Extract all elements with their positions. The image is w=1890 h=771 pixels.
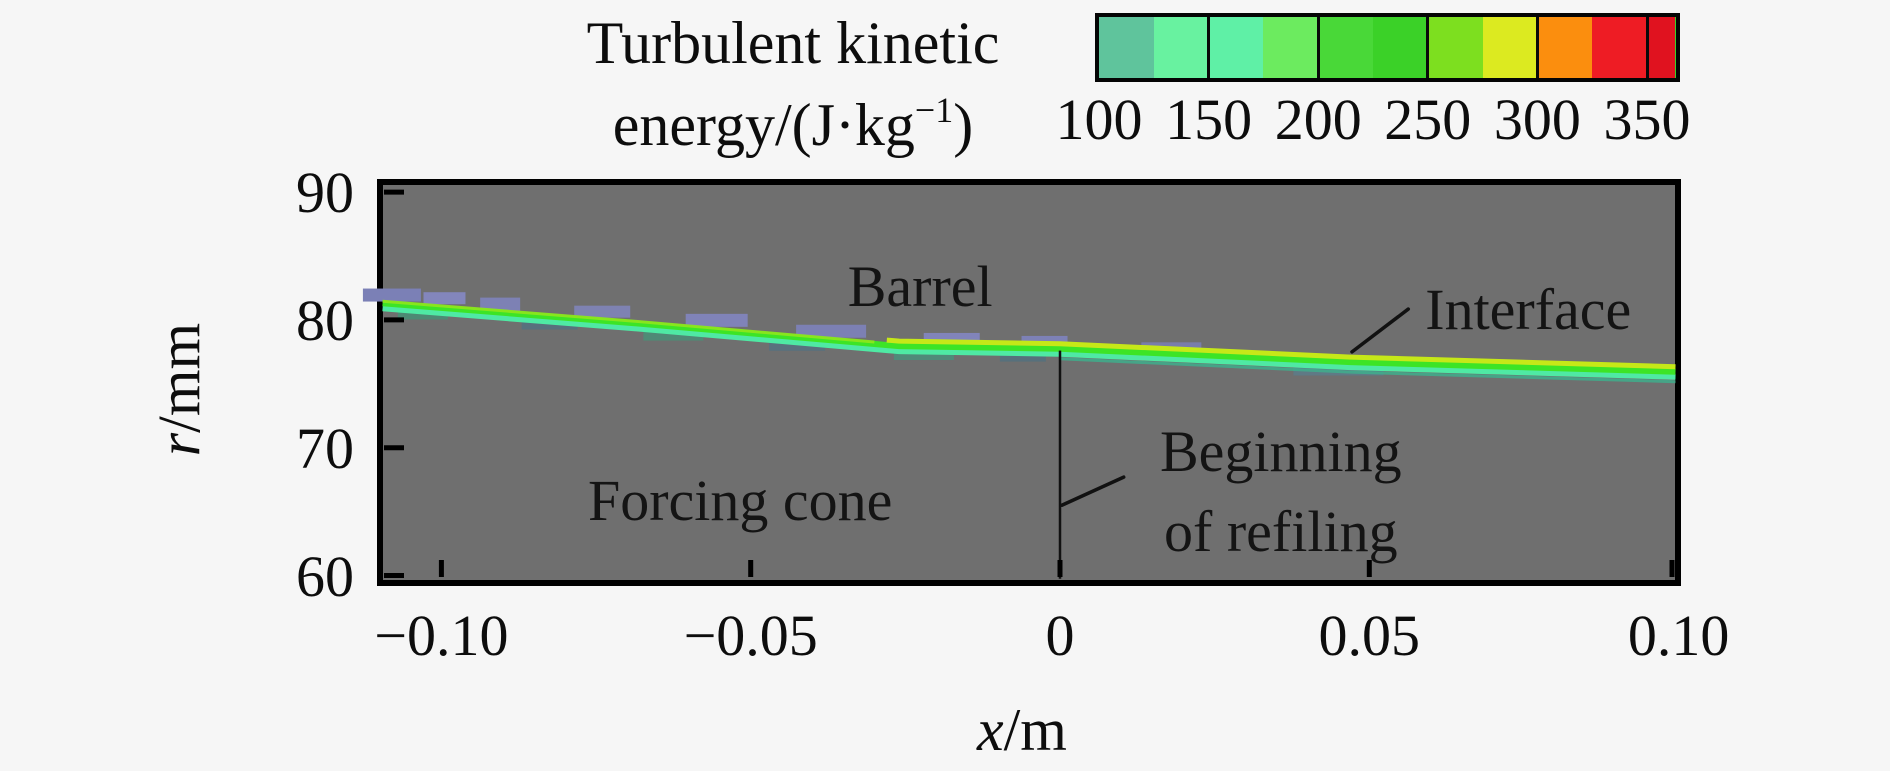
annotation-interface: Interface — [1425, 270, 1631, 350]
colorbar-tick-label: 100 — [1055, 87, 1143, 152]
x-tick-label: 0.10 — [1627, 603, 1730, 668]
annotation-barrel: Barrel — [848, 247, 993, 327]
y-tick-label: 90 — [296, 160, 354, 226]
colorbar-tick-label: 150 — [1165, 87, 1253, 152]
colorbar-title-line2: energy/(J·kg−1) — [612, 90, 974, 158]
colorbar-divider — [1207, 17, 1211, 78]
colorbar-cell — [1373, 17, 1428, 78]
annotation-line: Interface — [1425, 276, 1632, 342]
colorbar-cell — [1482, 17, 1538, 78]
x-tick-label: −0.05 — [683, 603, 818, 668]
colorbar-cell — [1208, 17, 1264, 78]
colorbar-cell — [1647, 17, 1676, 78]
colorbar-tick-label: 200 — [1274, 87, 1362, 152]
annotation-beginning: Beginning of refiling — [1160, 412, 1402, 572]
colorbar-tick-label: 350 — [1603, 87, 1691, 152]
annotation-line: Barrel — [847, 253, 993, 319]
x-tick-label: 0.05 — [1318, 603, 1421, 668]
colorbar-cell — [1099, 17, 1154, 78]
x-axis-title: x/m — [977, 697, 1067, 763]
x-tick-label: 0 — [1045, 603, 1075, 668]
annotation-line: Beginning — [1159, 419, 1402, 485]
colorbar-cell — [1318, 17, 1373, 78]
superscript-exponent: −1 — [914, 90, 954, 130]
colorbar — [1095, 13, 1680, 82]
y-axis-title: r/mm — [146, 322, 213, 457]
colorbar-tick-label: 300 — [1493, 87, 1581, 152]
annotation-line: of refiling — [1164, 499, 1398, 565]
annotation-forcing-cone: Forcing cone — [588, 461, 892, 541]
y-tick-label: 60 — [296, 543, 354, 609]
colorbar-cell — [1537, 17, 1593, 78]
colorbar-divider — [1645, 17, 1649, 78]
x-tick-label: −0.10 — [374, 603, 509, 668]
y-tick-label: 70 — [296, 415, 354, 481]
colorbar-divider — [1426, 17, 1430, 78]
annotation-line: Forcing cone — [587, 468, 893, 534]
colorbar-cell — [1427, 17, 1483, 78]
colorbar-tick-label: 250 — [1384, 87, 1472, 152]
colorbar-cell — [1263, 17, 1319, 78]
colorbar-divider — [1316, 17, 1320, 78]
colorbar-cell — [1153, 17, 1209, 78]
colorbar-cell — [1592, 17, 1647, 78]
colorbar-title: Turbulent kinetic energy/(J·kg−1) — [483, 2, 1103, 166]
plot-area — [377, 179, 1681, 586]
y-tick-label: 80 — [296, 287, 354, 353]
colorbar-divider — [1535, 17, 1539, 78]
colorbar-title-line1: Turbulent kinetic — [586, 10, 1000, 76]
